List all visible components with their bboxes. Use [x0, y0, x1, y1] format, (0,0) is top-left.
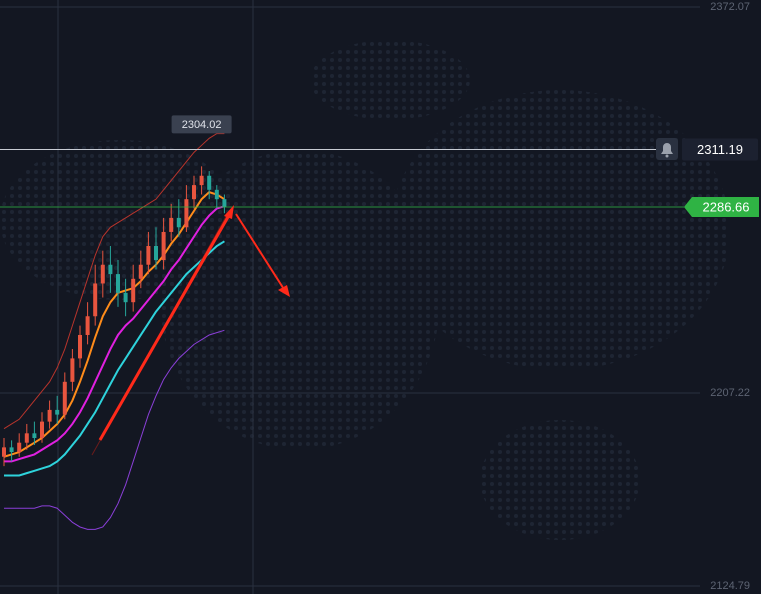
candle-body — [55, 409, 60, 415]
high-label: 2304.02 — [182, 119, 222, 131]
candle-body — [161, 231, 166, 261]
alert-bell — [656, 138, 678, 160]
candle-body — [40, 421, 44, 439]
last-price-label-bg — [684, 196, 759, 217]
candle-body — [138, 264, 143, 279]
candle-body — [85, 316, 90, 335]
candle-body — [93, 283, 98, 317]
candle-body — [207, 175, 212, 190]
candle-body — [2, 447, 6, 457]
y-tick-label: 2124.79 — [710, 580, 750, 592]
indicator-line — [4, 329, 225, 530]
candle-body — [70, 358, 75, 382]
candle-body — [24, 433, 29, 443]
candle-body — [146, 246, 151, 265]
candle-body — [199, 175, 204, 186]
candle-body — [169, 217, 174, 232]
candle-body — [154, 246, 158, 261]
candle-body — [62, 381, 67, 415]
candle-body — [100, 264, 105, 284]
y-tick-label: 2372.07 — [710, 1, 750, 13]
alert-price-label: 2311.19 — [697, 142, 743, 157]
candle-body — [116, 274, 120, 293]
candle-body — [214, 189, 219, 200]
candle-body — [222, 199, 227, 207]
candle-body — [192, 185, 196, 200]
candle-body — [32, 433, 37, 439]
candle-body — [184, 199, 189, 228]
candle-body — [123, 292, 128, 303]
candle-body — [47, 409, 52, 422]
candle-body — [131, 278, 136, 303]
indicator-line — [3, 133, 225, 430]
y-tick-label: 2207.22 — [710, 387, 750, 399]
trend-arrows — [91, 205, 290, 456]
high-label-bg — [171, 115, 232, 134]
last-price-label: 2286.66 — [703, 199, 750, 214]
candle-body — [108, 264, 113, 275]
candle-body — [176, 217, 181, 228]
candle-body — [17, 442, 22, 453]
candle-body — [9, 447, 14, 453]
indicator-line — [4, 240, 225, 477]
indicator-line — [4, 205, 225, 463]
alert-label-bg — [682, 138, 758, 161]
candle-body — [78, 334, 82, 359]
